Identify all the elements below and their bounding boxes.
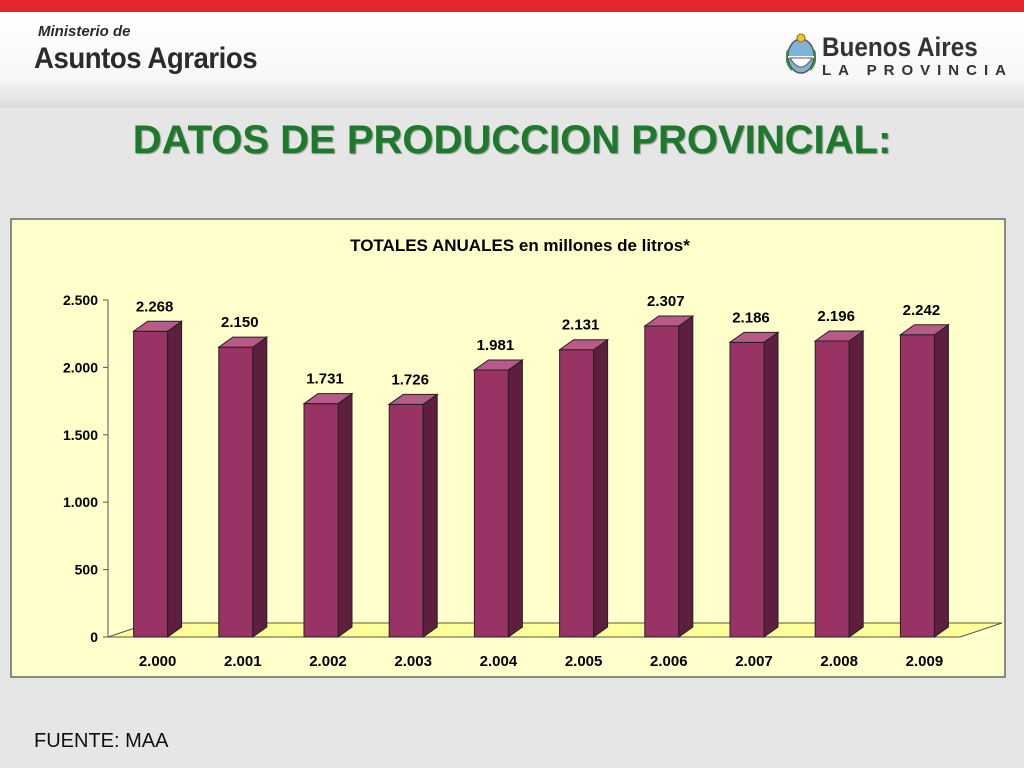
bar-side: [933, 323, 949, 638]
bar-front: [218, 346, 254, 638]
bar-front: [473, 369, 509, 638]
x-tick-label: 2.008: [820, 653, 858, 670]
label-layer: 2.268 2.000 2.150 2.001 1.731 2.002 1.726 2.003…: [136, 293, 943, 670]
bar-side: [848, 330, 864, 638]
page-title: DATOS DE PRODUCCION PROVINCIAL:: [132, 118, 892, 162]
x-tick-label: 2.000: [139, 653, 177, 670]
y-tick-label: 0: [90, 629, 98, 645]
bar: [813, 330, 865, 638]
y-tick-label: 500: [75, 562, 99, 578]
bar: [217, 336, 269, 638]
header-stripe: [0, 0, 1024, 12]
x-tick-label: 2.001: [224, 653, 262, 670]
bar-top: [302, 393, 354, 405]
bar-top: [387, 393, 439, 405]
bar-front: [133, 330, 169, 638]
bar-front: [388, 403, 424, 638]
chart-svg: TOTALES ANUALES en millones de litros* 0…: [10, 218, 1006, 678]
bar-side: [252, 336, 268, 638]
bar: [472, 358, 524, 638]
x-tick-label: 2.007: [735, 653, 773, 670]
bar-side: [763, 331, 779, 638]
bar-top: [217, 336, 269, 348]
bar-value-label: 1.981: [477, 337, 515, 354]
bar-top: [558, 339, 610, 351]
bar-side: [422, 393, 438, 638]
bar: [728, 331, 780, 638]
bar-side: [678, 315, 694, 638]
chart-title: TOTALES ANUALES en millones de litros*: [350, 236, 690, 255]
bar: [302, 392, 354, 638]
bar-front: [303, 403, 339, 638]
bar-value-label: 1.726: [391, 371, 429, 388]
bar-top: [898, 324, 950, 336]
bar-side: [167, 320, 183, 638]
bar-value-label: 2.307: [647, 293, 685, 310]
bar: [387, 393, 439, 638]
ministry-logo-line2: Asuntos Agrarios: [34, 42, 258, 75]
bar-front: [559, 349, 595, 638]
bar-value-label: 2.242: [903, 302, 941, 319]
ministry-logo-line1: Ministerio de: [38, 23, 131, 40]
bar-top: [813, 330, 865, 342]
y-tick-label: 2.000: [63, 359, 98, 375]
bar: [643, 315, 695, 638]
bar-top: [472, 359, 524, 371]
bar-front: [814, 340, 850, 638]
bar-value-label: 2.196: [817, 308, 855, 325]
bar-layer: [132, 315, 950, 638]
y-tick-label: 1.000: [63, 494, 98, 510]
source-note: FUENTE: MAA: [34, 730, 169, 752]
bar-side: [593, 338, 609, 638]
bar-top: [728, 331, 780, 343]
y-tick-label: 1.500: [63, 427, 98, 443]
bar-top: [132, 320, 184, 332]
bar-front: [899, 334, 935, 638]
bar: [898, 323, 950, 638]
production-chart: TOTALES ANUALES en millones de litros* 0…: [10, 218, 1006, 678]
bar-value-label: 2.150: [221, 314, 259, 331]
bar-value-label: 2.131: [562, 317, 600, 334]
bar: [132, 320, 184, 638]
x-tick-label: 2.002: [309, 653, 347, 670]
y-tick-label: 2.500: [63, 292, 98, 308]
province-emblem-icon: [786, 33, 816, 74]
bar-top: [643, 315, 695, 327]
bar-value-label: 2.268: [136, 298, 174, 315]
bar: [558, 338, 610, 638]
x-tick-label: 2.004: [480, 653, 518, 670]
bar-value-label: 1.731: [306, 371, 344, 388]
bar-front: [729, 341, 765, 638]
bar-side: [507, 358, 523, 638]
x-tick-label: 2.006: [650, 653, 688, 670]
province-logo-subtitle: LA PROVINCIA: [822, 62, 1013, 79]
bar-value-label: 2.186: [732, 309, 770, 326]
province-logo-title: Buenos Aires: [822, 32, 978, 62]
x-tick-label: 2.005: [565, 653, 603, 670]
bar-front: [644, 325, 680, 638]
bar-side: [337, 392, 353, 638]
header-bar: [0, 12, 1024, 108]
x-tick-label: 2.003: [394, 653, 432, 670]
x-tick-label: 2.009: [906, 653, 944, 670]
